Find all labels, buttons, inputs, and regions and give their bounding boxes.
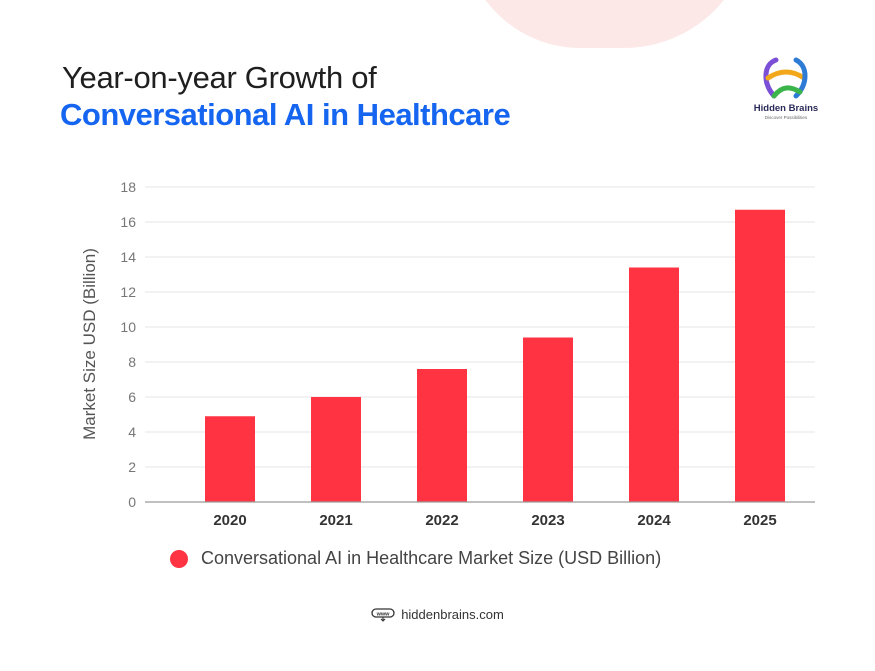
x-tick-label: 2021 — [319, 512, 352, 529]
svg-text:www: www — [376, 611, 391, 617]
y-tick-label: 4 — [128, 424, 136, 440]
bars — [205, 209, 785, 502]
y-tick-label: 10 — [120, 319, 136, 335]
x-tick-label: 2022 — [425, 512, 458, 529]
y-tick-label: 14 — [120, 249, 136, 265]
bar-2020 — [205, 416, 255, 502]
logo-mark-icon — [763, 57, 808, 99]
x-tick-label: 2020 — [213, 512, 246, 529]
footer: www hiddenbrains.com — [0, 607, 875, 622]
y-axis-label: Market Size USD (Billion) — [80, 248, 99, 440]
bar-2021 — [311, 397, 361, 502]
bar-2022 — [417, 369, 467, 502]
y-tick-label: 8 — [128, 354, 136, 370]
y-tick-labels: 0 2 4 6 8 10 12 14 16 18 — [120, 179, 136, 510]
x-tick-label: 2025 — [743, 512, 776, 529]
bar-2023 — [523, 337, 573, 502]
hidden-brains-logo: Hidden Brains Discover Possibilities — [746, 56, 826, 126]
y-tick-label: 0 — [128, 494, 136, 510]
x-tick-labels: 2020 2021 2022 2023 2024 2025 — [213, 512, 776, 529]
y-tick-label: 12 — [120, 284, 136, 300]
legend-swatch — [170, 549, 188, 568]
chart-legend: Conversational AI in Healthcare Market S… — [170, 548, 661, 569]
grid-lines — [145, 186, 815, 468]
bar-2025 — [735, 209, 785, 502]
y-tick-label: 2 — [128, 459, 136, 475]
y-tick-label: 16 — [120, 214, 136, 230]
www-icon: www — [371, 607, 395, 622]
y-tick-label: 18 — [120, 179, 136, 195]
x-tick-label: 2024 — [637, 512, 671, 529]
chart-title-line2: Conversational AI in Healthcare — [60, 97, 511, 132]
logo-tagline: Discover Possibilities — [764, 115, 808, 120]
logo-name: Hidden Brains — [753, 103, 819, 114]
footer-website[interactable]: hiddenbrains.com — [401, 607, 504, 622]
legend-label: Conversational AI in Healthcare Market S… — [201, 548, 662, 568]
x-tick-label: 2023 — [531, 512, 564, 529]
y-tick-label: 6 — [128, 389, 136, 405]
bar-2024 — [629, 267, 679, 502]
chart-title-line1: Year-on-year Growth of — [62, 60, 377, 95]
